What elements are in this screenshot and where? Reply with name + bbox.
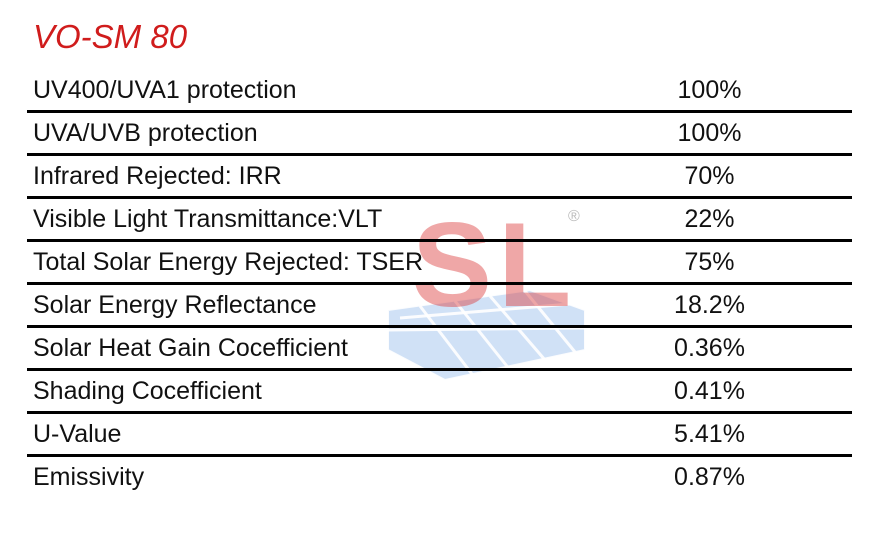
row-value: 22% bbox=[684, 205, 735, 233]
row-label: Visible Light Transmittance:VLT bbox=[33, 205, 383, 233]
row-value: 18.2% bbox=[674, 291, 745, 319]
row-label: Total Solar Energy Rejected: TSER bbox=[33, 248, 424, 276]
row-label: Emissivity bbox=[33, 463, 145, 491]
row-label: Shading Cocefficient bbox=[33, 377, 262, 405]
spec-table: UV400/UVA1 protection 100% UVA/UVB protect… bbox=[27, 70, 852, 497]
row-label: U-Value bbox=[33, 420, 122, 448]
row-label: Solar Heat Gain Cocefficient bbox=[33, 334, 348, 362]
row-value: 5.41% bbox=[674, 420, 745, 448]
table-row: Shading Cocefficient 0.41% bbox=[27, 371, 852, 414]
table-row: U-Value 5.41% bbox=[27, 414, 852, 457]
row-value: 100% bbox=[677, 76, 742, 104]
row-label: Solar Energy Reflectance bbox=[33, 291, 317, 319]
table-row: Visible Light Transmittance:VLT 22% bbox=[27, 199, 852, 242]
title: VO-SM 80 bbox=[33, 18, 188, 55]
watermark-text: SL bbox=[412, 198, 578, 332]
row-value: 100% bbox=[677, 119, 742, 147]
row-label: UVA/UVB protection bbox=[33, 119, 258, 147]
table-row: Emissivity 0.87% bbox=[27, 457, 852, 497]
row-value: 70% bbox=[684, 162, 735, 190]
table-row: UVA/UVB protection 100% bbox=[27, 113, 852, 156]
watermark-logo bbox=[387, 288, 586, 382]
row-value: 0.87% bbox=[674, 463, 745, 491]
row-value: 0.41% bbox=[674, 377, 745, 405]
row-label: Infrared Rejected: IRR bbox=[33, 162, 282, 190]
row-label: UV400/UVA1 protection bbox=[33, 76, 297, 104]
table-row: Total Solar Energy Rejected: TSER 75% bbox=[27, 242, 852, 285]
row-value: 75% bbox=[684, 248, 735, 276]
table-row: UV400/UVA1 protection 100% bbox=[27, 70, 852, 113]
table-row: Infrared Rejected: IRR 70% bbox=[27, 156, 852, 199]
table-row: Solar Heat Gain Cocefficient 0.36% bbox=[27, 328, 852, 371]
table-row: Solar Energy Reflectance 18.2% bbox=[27, 285, 852, 328]
watermark-mark: ® bbox=[568, 208, 580, 225]
row-value: 0.36% bbox=[674, 334, 745, 362]
